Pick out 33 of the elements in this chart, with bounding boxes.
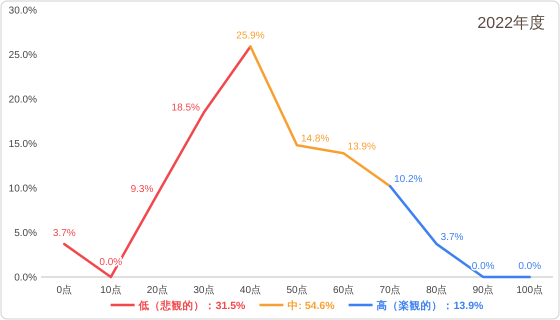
data-label: 10.2% [394,174,423,186]
data-label: 13.9% [348,141,376,152]
x-tick-label: 60点 [332,284,354,296]
legend-label: 低（悲観的）：31.5% [138,299,246,312]
chart-title: 2022年度 [477,14,545,32]
legend-label: 高（楽観的）：13.9% [376,299,484,312]
y-tick-label: 5.0% [14,228,38,239]
x-tick-label: 80点 [426,284,448,296]
y-tick-label: 20.0% [8,94,38,106]
x-tick-label: 70点 [380,284,401,296]
legend-label: 中: 54.6% [287,299,336,312]
y-tick-label: 25.0% [8,50,38,61]
x-tick-label: 10点 [100,284,122,296]
data-label: 3.7% [440,232,464,244]
x-tick-label: 50点 [286,284,308,296]
x-tick-label: 90点 [472,284,494,296]
y-tick-label: 15.0% [8,139,38,150]
x-tick-label: 0点 [56,284,72,296]
line-series [249,45,392,188]
x-tick-label: 100点 [516,284,544,296]
data-label: 0.0% [472,261,495,272]
data-label: 9.3% [130,184,154,196]
data-label: 25.9% [236,30,265,42]
data-label: 0.0% [518,261,542,272]
data-label: 3.7% [52,228,76,240]
data-label: 14.8% [301,133,330,144]
x-tick-label: 20点 [146,284,168,296]
y-tick-label: 10.0% [8,184,38,194]
data-label: 18.5% [172,102,200,114]
y-tick-label: 0.0% [14,272,38,284]
y-tick-label: 30.0% [8,6,38,16]
x-tick-label: 40点 [240,284,262,296]
x-tick-label: 30点 [193,284,214,296]
